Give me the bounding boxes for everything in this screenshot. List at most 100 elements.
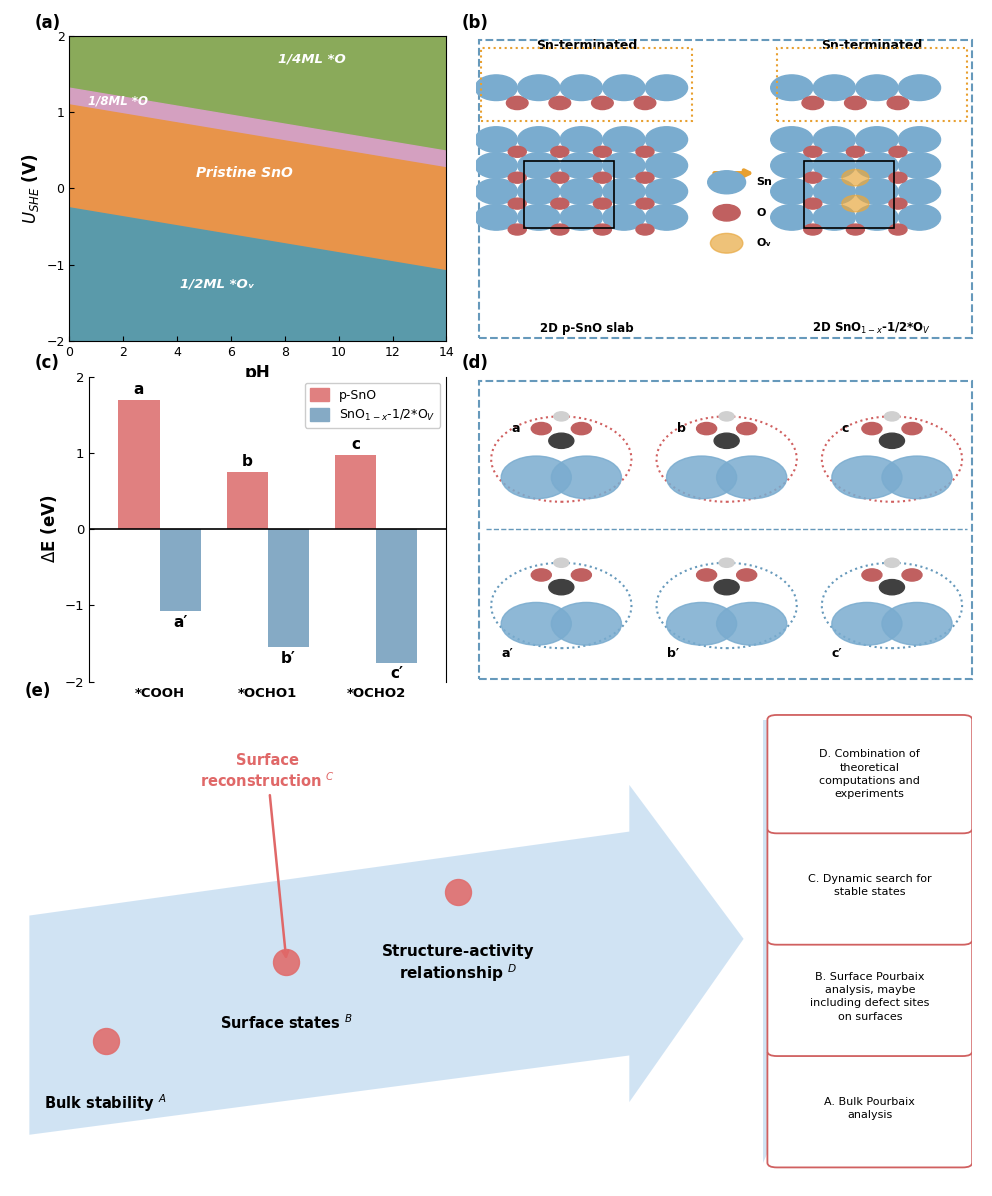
Circle shape [554, 411, 568, 421]
Circle shape [804, 172, 821, 183]
Circle shape [856, 153, 898, 178]
Circle shape [889, 172, 907, 183]
Circle shape [710, 233, 743, 254]
Text: Structure-activity
relationship $^D$: Structure-activity relationship $^D$ [382, 944, 535, 983]
Text: b: b [242, 454, 253, 469]
Circle shape [571, 569, 591, 581]
Circle shape [885, 411, 900, 421]
Circle shape [636, 172, 654, 183]
Circle shape [714, 580, 739, 594]
Text: Sn: Sn [757, 177, 773, 188]
Circle shape [560, 205, 602, 230]
FancyBboxPatch shape [479, 41, 972, 337]
Circle shape [846, 146, 864, 157]
Circle shape [696, 422, 716, 434]
Circle shape [646, 178, 687, 205]
Circle shape [832, 456, 902, 499]
Circle shape [902, 569, 922, 581]
Circle shape [560, 153, 602, 178]
Circle shape [549, 433, 573, 448]
Text: 1/2ML *Oᵥ: 1/2ML *Oᵥ [181, 277, 255, 291]
Circle shape [475, 75, 517, 100]
Circle shape [636, 199, 654, 209]
Circle shape [899, 205, 940, 230]
Circle shape [846, 224, 864, 236]
Polygon shape [30, 785, 744, 1135]
X-axis label: pH: pH [245, 365, 271, 383]
Circle shape [880, 580, 905, 594]
Text: b′: b′ [667, 647, 679, 660]
Circle shape [501, 603, 571, 645]
Circle shape [593, 199, 611, 209]
Circle shape [593, 146, 611, 157]
Circle shape [560, 127, 602, 152]
Text: Sn-terminated: Sn-terminated [536, 39, 637, 51]
Circle shape [532, 569, 552, 581]
Circle shape [880, 433, 905, 448]
Circle shape [475, 127, 517, 152]
Circle shape [593, 224, 611, 236]
Circle shape [862, 422, 882, 434]
Circle shape [646, 127, 687, 152]
Circle shape [804, 146, 821, 157]
Circle shape [549, 97, 570, 110]
Circle shape [646, 75, 687, 100]
Circle shape [714, 433, 739, 448]
Circle shape [771, 178, 812, 205]
Y-axis label: $U_{SHE}$ (V): $U_{SHE}$ (V) [20, 153, 41, 224]
Circle shape [813, 178, 855, 205]
Text: a′: a′ [501, 647, 513, 660]
Point [450, 883, 466, 902]
Bar [160, 529, 200, 611]
Circle shape [508, 146, 526, 157]
Circle shape [813, 153, 855, 178]
Circle shape [813, 75, 855, 100]
Circle shape [518, 75, 559, 100]
Circle shape [889, 146, 907, 157]
Text: Surface states $^B$: Surface states $^B$ [220, 1013, 353, 1032]
Bar [376, 529, 418, 663]
Circle shape [667, 456, 737, 499]
Circle shape [552, 456, 621, 499]
Circle shape [832, 603, 902, 645]
Circle shape [862, 569, 882, 581]
Text: C. Dynamic search for
stable states: C. Dynamic search for stable states [807, 874, 931, 897]
Circle shape [508, 172, 526, 183]
Circle shape [771, 205, 812, 230]
FancyBboxPatch shape [768, 715, 972, 834]
Point [97, 1032, 113, 1051]
Circle shape [882, 603, 952, 645]
Circle shape [856, 127, 898, 152]
Text: B. Surface Pourbaix
analysis, maybe
including defect sites
on surfaces: B. Surface Pourbaix analysis, maybe incl… [810, 972, 930, 1021]
Circle shape [696, 569, 716, 581]
Circle shape [737, 422, 757, 434]
Circle shape [737, 569, 757, 581]
Circle shape [603, 178, 645, 205]
Circle shape [902, 422, 922, 434]
Text: a′: a′ [173, 615, 187, 629]
Circle shape [549, 580, 573, 594]
Circle shape [813, 205, 855, 230]
Text: 2D SnO$_{1-x}$-1/2*O$_V$: 2D SnO$_{1-x}$-1/2*O$_V$ [812, 321, 931, 336]
Circle shape [667, 603, 737, 645]
Circle shape [560, 178, 602, 205]
Text: O: O [757, 208, 766, 218]
Bar [335, 456, 376, 529]
FancyBboxPatch shape [768, 826, 972, 945]
Text: 1/8ML *O: 1/8ML *O [88, 94, 148, 108]
Text: c′: c′ [390, 666, 403, 682]
Bar [268, 529, 309, 647]
Text: Pristine SnO: Pristine SnO [196, 166, 293, 179]
Circle shape [475, 153, 517, 178]
Circle shape [508, 199, 526, 209]
Circle shape [804, 199, 821, 209]
Point [279, 952, 295, 971]
Circle shape [518, 178, 559, 205]
Circle shape [518, 205, 559, 230]
Text: c′: c′ [832, 647, 842, 660]
Circle shape [842, 195, 869, 212]
FancyBboxPatch shape [479, 382, 972, 678]
Text: c: c [351, 438, 360, 452]
Circle shape [571, 422, 591, 434]
Circle shape [719, 411, 734, 421]
